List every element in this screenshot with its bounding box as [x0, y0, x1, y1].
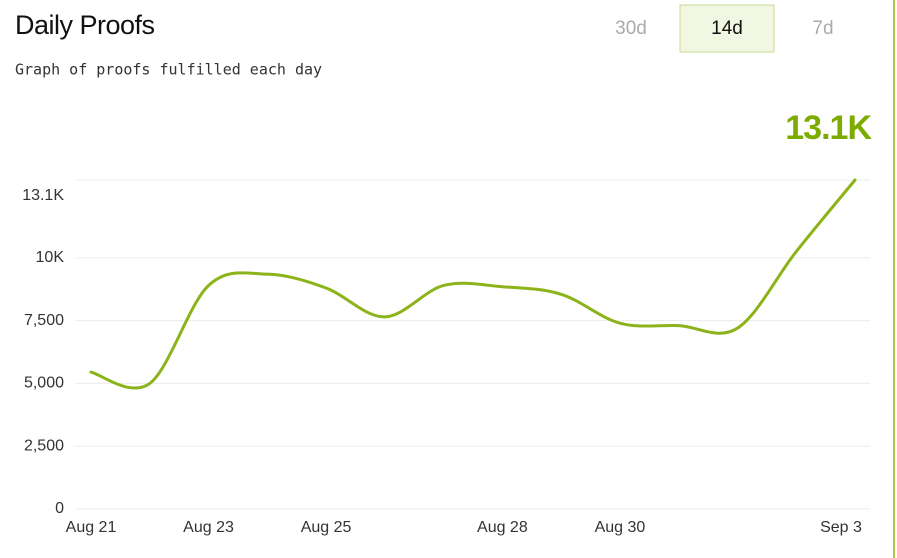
y-tick-label: 2,500 [24, 437, 64, 454]
chart-subtitle: Graph of proofs fulfilled each day [15, 61, 322, 79]
chart-title: Daily Proofs [15, 10, 155, 40]
x-tick-label: Aug 30 [595, 519, 646, 536]
x-tick-label: Aug 23 [183, 519, 234, 536]
value-label: 13.1K [785, 109, 872, 147]
range-button[interactable]: 30d [615, 18, 647, 39]
line [89, 178, 857, 390]
y-tick-label: 13.1K [22, 187, 64, 204]
x-tick-label: Aug 28 [477, 519, 528, 536]
x-tick-label: Sep 3 [820, 519, 862, 536]
x-tick-label: Aug 25 [301, 519, 352, 536]
range-button[interactable]: 14d [711, 18, 743, 39]
y-tick-label: 10K [36, 249, 65, 266]
y-tick-label: 0 [55, 500, 64, 517]
y-tick-label: 7,500 [24, 312, 64, 329]
y-tick-label: 5,000 [24, 375, 64, 392]
range-button[interactable]: 7d [812, 18, 833, 39]
x-tick-label: Aug 21 [66, 519, 117, 536]
range-button-bg [679, 4, 775, 53]
